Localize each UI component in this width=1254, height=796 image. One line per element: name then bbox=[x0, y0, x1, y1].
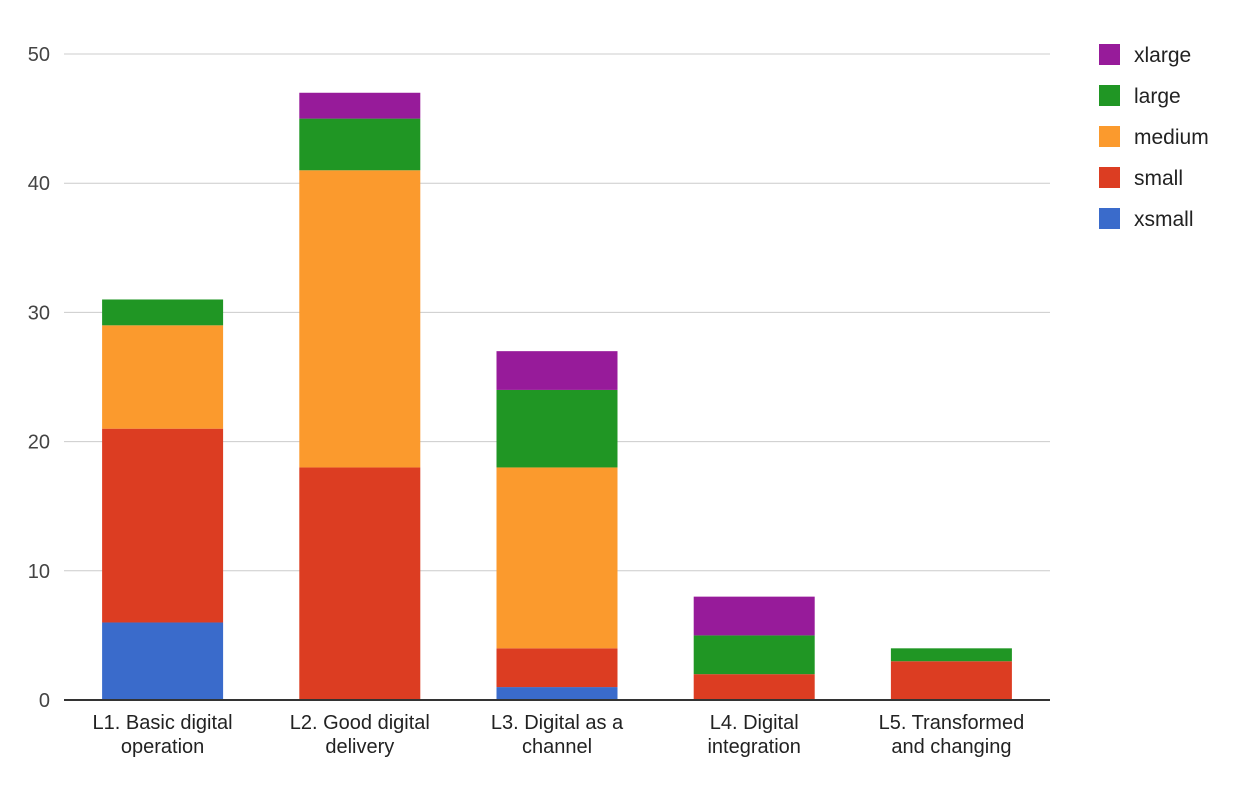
bar-stack-1 bbox=[102, 299, 224, 700]
bar-segment-large bbox=[693, 635, 815, 675]
x-tick-label: operation bbox=[121, 736, 204, 758]
bar-segment-xsmall bbox=[496, 687, 618, 700]
bar-segment-large bbox=[890, 648, 1012, 662]
y-tick-label: 50 bbox=[28, 44, 50, 66]
bar-segment-xlarge bbox=[299, 92, 421, 119]
x-tick-label: channel bbox=[522, 736, 592, 758]
y-tick-label: 30 bbox=[28, 302, 50, 324]
y-tick-label: 40 bbox=[28, 173, 50, 195]
x-tick-label: L1. Basic digital bbox=[93, 712, 233, 734]
bar-segment-medium bbox=[102, 325, 224, 429]
x-tick-label: L5. Transformed bbox=[879, 712, 1025, 734]
bar-segment-small bbox=[102, 428, 224, 623]
x-tick-label: L2. Good digital bbox=[290, 712, 430, 734]
legend-item-small: small bbox=[1099, 167, 1183, 190]
legend: xlarge large medium small xsmall bbox=[1099, 44, 1209, 231]
y-tick-label: 10 bbox=[28, 561, 50, 583]
bar-segment-small bbox=[299, 467, 421, 700]
legend-label: small bbox=[1134, 167, 1183, 190]
legend-item-large: large bbox=[1099, 85, 1181, 108]
bar-segment-small bbox=[693, 674, 815, 700]
legend-item-medium: medium bbox=[1099, 126, 1209, 149]
legend-label: large bbox=[1134, 85, 1181, 108]
x-tick-label: L3. Digital as a bbox=[491, 712, 624, 734]
bar-stack-4 bbox=[693, 596, 815, 700]
bar-segment-xlarge bbox=[693, 596, 815, 636]
bar-segment-small bbox=[890, 661, 1012, 700]
legend-swatch bbox=[1099, 85, 1120, 106]
legend-swatch bbox=[1099, 126, 1120, 147]
bar-segment-large bbox=[496, 389, 618, 468]
legend-label: medium bbox=[1134, 126, 1209, 149]
legend-label: xlarge bbox=[1134, 44, 1191, 67]
bar-segment-large bbox=[299, 118, 421, 171]
gridlines bbox=[64, 53, 1050, 572]
bar-segment-large bbox=[102, 299, 224, 326]
legend-swatch bbox=[1099, 167, 1120, 188]
y-tick-label: 20 bbox=[28, 432, 50, 454]
x-tick-label: and changing bbox=[891, 736, 1011, 758]
bar-segment-medium bbox=[299, 170, 421, 468]
bar-segment-small bbox=[496, 648, 618, 688]
bar-segment-xlarge bbox=[496, 351, 618, 390]
legend-item-xlarge: xlarge bbox=[1099, 44, 1191, 67]
x-tick-label: L4. Digital bbox=[710, 712, 799, 734]
y-axis-ticks: 0 10 20 30 40 50 bbox=[28, 44, 50, 712]
legend-label: xsmall bbox=[1134, 208, 1194, 231]
bar-stack-2 bbox=[299, 92, 421, 700]
x-tick-label: delivery bbox=[325, 736, 394, 758]
legend-item-xsmall: xsmall bbox=[1099, 208, 1194, 231]
legend-swatch bbox=[1099, 44, 1120, 65]
x-tick-label: integration bbox=[707, 736, 800, 758]
bar-stack-3 bbox=[496, 351, 618, 700]
legend-swatch bbox=[1099, 208, 1120, 229]
bar-segment-xsmall bbox=[102, 622, 224, 700]
bars bbox=[102, 92, 1012, 700]
bar-stack-5 bbox=[890, 648, 1012, 700]
y-tick-label: 0 bbox=[39, 690, 50, 712]
bar-segment-medium bbox=[496, 467, 618, 649]
